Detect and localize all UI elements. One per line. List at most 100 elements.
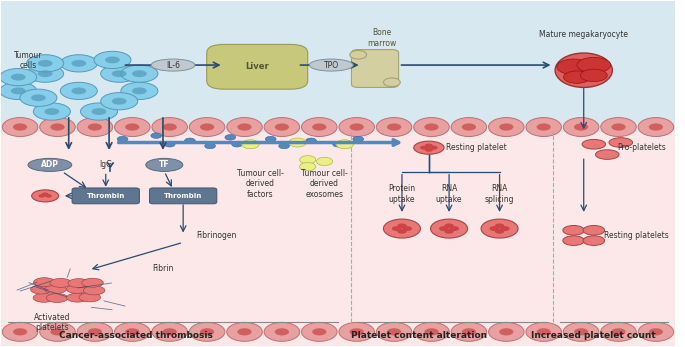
Text: RNA
uptake: RNA uptake <box>436 185 462 204</box>
FancyBboxPatch shape <box>72 188 140 204</box>
Ellipse shape <box>310 59 353 71</box>
Ellipse shape <box>425 328 438 336</box>
Ellipse shape <box>79 293 101 302</box>
Ellipse shape <box>189 322 225 341</box>
Ellipse shape <box>555 53 612 87</box>
Ellipse shape <box>2 118 38 136</box>
Ellipse shape <box>649 124 663 130</box>
Ellipse shape <box>40 322 75 341</box>
Ellipse shape <box>152 118 188 136</box>
Ellipse shape <box>11 74 25 81</box>
Ellipse shape <box>71 60 86 67</box>
Circle shape <box>306 138 316 144</box>
Ellipse shape <box>66 277 88 286</box>
Ellipse shape <box>121 65 158 82</box>
Ellipse shape <box>88 124 102 130</box>
Ellipse shape <box>264 322 299 341</box>
Ellipse shape <box>275 124 289 130</box>
Ellipse shape <box>34 292 56 301</box>
Ellipse shape <box>132 70 147 77</box>
FancyBboxPatch shape <box>207 44 308 89</box>
Ellipse shape <box>114 322 150 341</box>
Ellipse shape <box>462 328 476 336</box>
Circle shape <box>184 138 195 144</box>
Ellipse shape <box>431 219 468 238</box>
Ellipse shape <box>29 279 51 287</box>
Circle shape <box>425 148 433 152</box>
Ellipse shape <box>582 139 606 149</box>
Ellipse shape <box>301 322 337 341</box>
Circle shape <box>164 142 175 147</box>
Ellipse shape <box>526 118 562 136</box>
Ellipse shape <box>45 108 60 115</box>
Ellipse shape <box>387 328 401 336</box>
Ellipse shape <box>580 69 608 82</box>
Ellipse shape <box>27 55 64 72</box>
FancyBboxPatch shape <box>149 188 217 204</box>
Ellipse shape <box>301 118 337 136</box>
Text: Bone
marrow: Bone marrow <box>367 28 397 48</box>
Ellipse shape <box>451 322 486 341</box>
Ellipse shape <box>94 51 131 68</box>
Text: Tumour
cells: Tumour cells <box>14 51 42 70</box>
Ellipse shape <box>638 118 673 136</box>
Text: Thrombin: Thrombin <box>86 193 125 199</box>
Ellipse shape <box>481 219 518 238</box>
Ellipse shape <box>451 118 486 136</box>
Ellipse shape <box>557 59 590 75</box>
Ellipse shape <box>31 94 46 101</box>
Ellipse shape <box>384 78 400 87</box>
Ellipse shape <box>499 328 513 336</box>
Circle shape <box>420 146 428 150</box>
Text: Thrombin: Thrombin <box>164 193 202 199</box>
Ellipse shape <box>38 60 53 67</box>
Text: RNA
splicing: RNA splicing <box>485 185 514 204</box>
Ellipse shape <box>66 285 87 294</box>
Ellipse shape <box>536 124 551 130</box>
Ellipse shape <box>77 118 112 136</box>
Circle shape <box>316 157 333 166</box>
Ellipse shape <box>51 286 73 295</box>
Circle shape <box>425 144 433 148</box>
Text: Activated
platelets: Activated platelets <box>34 313 70 332</box>
Ellipse shape <box>583 226 605 235</box>
Circle shape <box>490 226 499 231</box>
Circle shape <box>42 193 49 196</box>
Circle shape <box>495 223 504 228</box>
Ellipse shape <box>84 285 106 294</box>
Ellipse shape <box>114 118 150 136</box>
Ellipse shape <box>601 322 636 341</box>
Ellipse shape <box>264 118 299 136</box>
FancyBboxPatch shape <box>1 1 675 132</box>
Text: Increased platelet count: Increased platelet count <box>532 331 656 340</box>
Circle shape <box>299 155 316 164</box>
Ellipse shape <box>71 87 86 94</box>
Circle shape <box>205 143 216 149</box>
Circle shape <box>336 140 353 149</box>
Ellipse shape <box>132 87 147 94</box>
Ellipse shape <box>238 124 251 130</box>
Ellipse shape <box>0 68 37 86</box>
Circle shape <box>445 229 453 234</box>
Ellipse shape <box>488 118 524 136</box>
Ellipse shape <box>81 103 118 120</box>
Ellipse shape <box>349 328 364 336</box>
Text: Mature megakaryocyte: Mature megakaryocyte <box>539 30 628 39</box>
Text: Protein
uptake: Protein uptake <box>388 185 416 204</box>
Ellipse shape <box>227 118 262 136</box>
Ellipse shape <box>51 124 64 130</box>
Text: Cancer-associated thrombosis: Cancer-associated thrombosis <box>59 331 213 340</box>
Ellipse shape <box>0 82 37 100</box>
Ellipse shape <box>563 226 584 235</box>
Circle shape <box>450 226 459 231</box>
Ellipse shape <box>13 124 27 130</box>
Ellipse shape <box>227 322 262 341</box>
FancyBboxPatch shape <box>351 50 399 87</box>
Ellipse shape <box>595 150 619 159</box>
Ellipse shape <box>488 322 524 341</box>
Ellipse shape <box>112 98 127 105</box>
Circle shape <box>232 142 242 147</box>
Circle shape <box>117 136 128 142</box>
Ellipse shape <box>376 118 412 136</box>
Text: Tumour cell-
derived
exosomes: Tumour cell- derived exosomes <box>301 169 348 199</box>
